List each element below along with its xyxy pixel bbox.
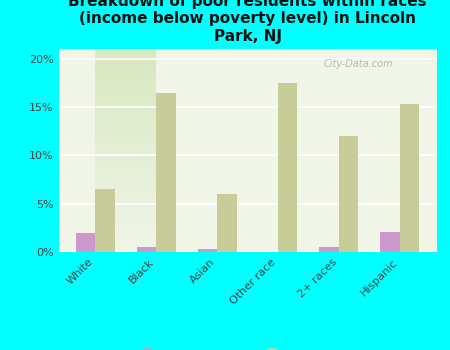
Bar [156,93,176,252]
Bar [339,136,358,252]
Bar [198,249,217,252]
Bar [217,194,237,252]
Bar [320,247,339,252]
Bar [95,189,115,252]
Bar [137,247,156,252]
Legend: Lincoln Park, New Jersey: Lincoln Park, New Jersey [130,344,365,350]
Bar [278,83,297,252]
Title: Breakdown of poor residents within races
(income below poverty level) in Lincoln: Breakdown of poor residents within races… [68,0,427,44]
Bar [380,232,400,252]
Bar [76,233,95,252]
Text: City-Data.com: City-Data.com [323,59,393,69]
Bar [400,104,419,252]
